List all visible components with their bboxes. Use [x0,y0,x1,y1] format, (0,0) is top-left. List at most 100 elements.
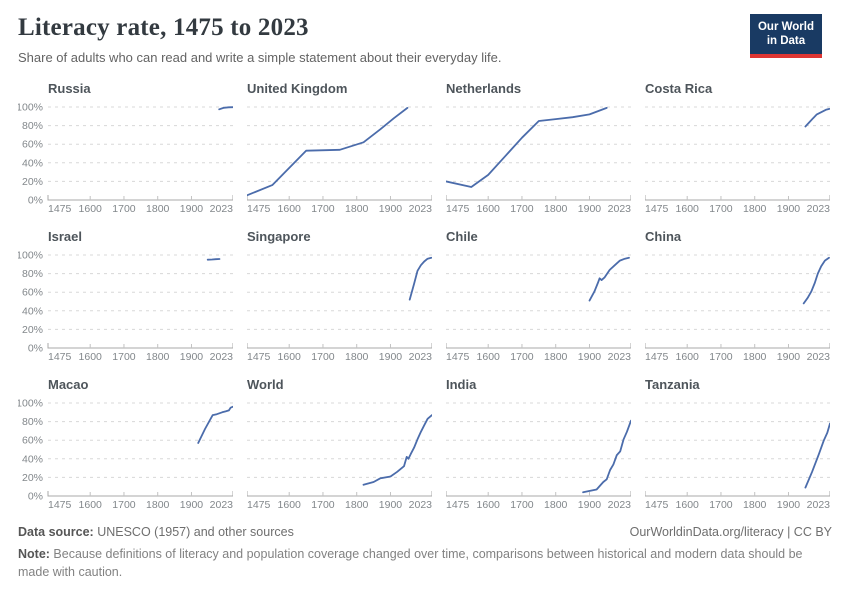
literacy-line-india [582,419,631,494]
x-axis-line [446,491,631,497]
x-axis-label: 1600 [278,203,302,215]
data-source-label: Data source: [18,525,94,539]
y-axis-label: 60% [22,435,43,447]
literacy-line-united-kingdom [247,107,409,197]
x-axis-label: 1700 [311,203,335,215]
x-axis-label: 2023 [807,351,830,363]
logo-line-1: Our World [757,21,814,33]
y-axis-label: 40% [22,453,43,465]
x-axis-label: 1800 [544,499,568,511]
logo-accent-bar [749,53,822,58]
small-multiples-grid: Russia 0% 20% 40% 60% 80% 100% 1475 1600 1700 1800… [18,81,832,513]
x-axis-line [645,491,830,497]
literacy-line-israel [206,258,221,261]
x-axis-label: 1600 [477,499,501,511]
x-axis-label: 1600 [79,351,103,363]
x-axis-label: 1900 [379,203,403,215]
x-axis-label: 2023 [409,351,432,363]
x-axis-label: 1475 [48,351,72,363]
panel-singapore: Singapore 1475 1600 1700 1800 1900 2023 [247,229,432,365]
x-axis-label: 1600 [79,499,103,511]
literacy-line-russia [218,106,233,111]
x-axis-label: 1700 [311,351,335,363]
x-axis-label: 1800 [743,499,767,511]
sparkline-netherlands: 1475 1600 1700 1800 1900 2023 [446,106,631,215]
x-axis-label: 1700 [709,203,733,215]
x-axis-label: 1475 [446,499,470,511]
panel-costa-rica: Costa Rica 1475 1600 1700 1800 1900 2023 [645,81,830,217]
x-axis-label: 1700 [112,499,136,511]
panel-title: United Kingdom [247,81,348,96]
x-axis-label: 1600 [676,203,700,215]
x-axis-line [446,195,631,201]
x-axis-label: 2023 [807,499,830,511]
literacy-line-tanzania [804,422,830,489]
panel-israel: Israel 0% 20% 40% 60% 80% 100% 1475 1600 1700 1800… [18,229,233,365]
sparkline-singapore: 1475 1600 1700 1800 1900 2023 [247,254,432,363]
panel-title: Macao [48,377,89,392]
logo-line-2: in Data [766,35,806,48]
data-source: Data source: UNESCO (1957) and other sou… [18,525,294,539]
panel-world: World 1475 1600 1700 1800 1900 2023 [247,377,432,513]
header-text-block: Literacy rate, 1475 to 2023 Share of adu… [18,14,750,65]
x-axis-label: 1475 [247,351,271,363]
panel-macao: Macao 0% 20% 40% 60% 80% 100% 1475 1600 1700 1800 1… [18,377,233,513]
x-axis-label: 1800 [146,499,170,511]
footer-source-row: Data source: UNESCO (1957) and other sou… [18,525,832,539]
x-axis-label: 2023 [608,203,631,215]
x-axis-label: 1700 [112,351,136,363]
x-axis-label: 1700 [510,203,534,215]
x-axis-label: 1800 [743,351,767,363]
x-axis-line [247,195,432,201]
panel-title: Singapore [247,229,311,244]
panel-title: Russia [48,81,91,96]
x-axis-label: 1475 [645,499,669,511]
x-axis-line [645,195,830,201]
x-axis-line [645,343,830,349]
x-axis-label: 1475 [446,351,470,363]
chart-footer: Data source: UNESCO (1957) and other sou… [18,525,832,581]
x-axis-label: 1475 [645,351,669,363]
owid-chart-export: Literacy rate, 1475 to 2023 Share of adu… [18,14,832,581]
panel-tanzania: Tanzania 1475 1600 1700 1800 1900 2023 [645,377,830,513]
chart-header: Literacy rate, 1475 to 2023 Share of adu… [18,14,832,65]
x-axis-label: 1600 [278,351,302,363]
y-axis-label: 40% [22,157,43,169]
footer-note-value: Because definitions of literacy and popu… [18,547,803,580]
x-axis-label: 1600 [676,499,700,511]
owid-logo[interactable]: Our World in Data [749,14,822,58]
x-axis-line [47,491,233,497]
footer-note-label: Note: [18,547,50,561]
footer-link[interactable]: OurWorldinData.org/literacy | CC BY [629,525,832,539]
sparkline-united-kingdom: 1475 1600 1700 1800 1900 2023 [247,106,432,215]
sparkline-india: 1475 1600 1700 1800 1900 2023 [446,402,631,511]
x-axis-label: 2023 [409,499,432,511]
y-axis-label: 100% [18,250,43,262]
x-axis-label: 2023 [608,499,631,511]
x-axis-label: 1475 [48,203,72,215]
footer-note: Note: Because definitions of literacy an… [18,545,824,581]
x-axis-label: 1800 [743,203,767,215]
panel-russia: Russia 0% 20% 40% 60% 80% 100% 1475 1600 1700 1800… [18,81,233,217]
x-axis-label: 1600 [79,203,103,215]
panel-india: India 1475 1600 1700 1800 1900 2023 [446,377,631,513]
sparkline-costa-rica: 1475 1600 1700 1800 1900 2023 [645,106,830,215]
x-axis-label: 1800 [146,351,170,363]
x-axis-label: 1600 [676,351,700,363]
panel-title: Chile [446,229,478,244]
panel-title: World [247,377,284,392]
y-axis-label: 40% [22,305,43,317]
x-axis-label: 1600 [278,499,302,511]
x-axis-label: 1800 [345,499,369,511]
x-axis-label: 1900 [379,499,403,511]
y-axis-label: 60% [22,139,43,151]
x-axis-label: 1900 [180,499,204,511]
x-axis-label: 1900 [578,351,602,363]
x-axis-label: 1800 [544,203,568,215]
literacy-line-china [802,256,830,305]
x-axis-label: 1900 [180,203,204,215]
y-axis-label: 20% [22,472,43,484]
panel-china: China 1475 1600 1700 1800 1900 2023 [645,229,830,365]
y-axis-label: 0% [28,491,43,503]
page-title: Literacy rate, 1475 to 2023 [18,14,309,41]
